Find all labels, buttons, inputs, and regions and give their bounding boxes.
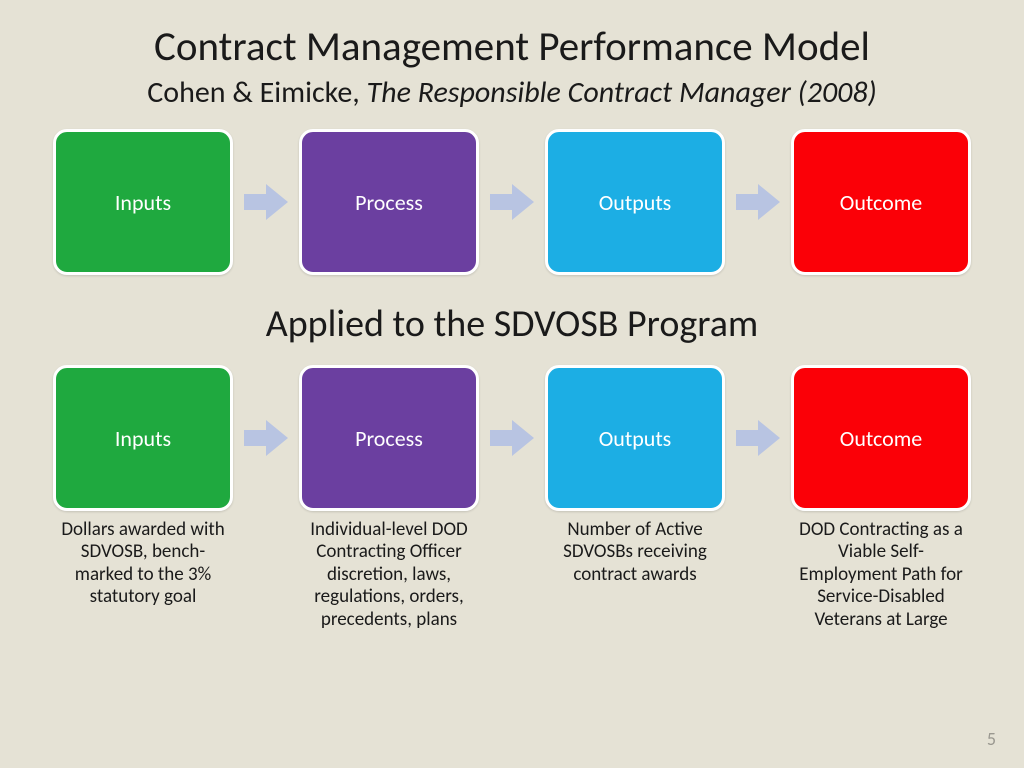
arrow-icon [479, 418, 545, 458]
arrow-icon [725, 182, 791, 222]
page-title: Contract Management Performance Model [0, 0, 1024, 72]
subtitle-italic: The Responsible Contract Manager (2008) [367, 74, 877, 111]
section-title: Applied to the SDVOSB Program [0, 301, 1024, 347]
arrow-icon [233, 418, 299, 458]
description-row: Dollars awarded with SDVOSB, bench-marke… [0, 519, 1024, 631]
desc-outcome: DOD Contracting as a Viable Self-Employm… [791, 519, 971, 631]
top-flow-row: Inputs Process Outputs Outcome [0, 129, 1024, 275]
page-number: 5 [987, 728, 996, 750]
flow-box-outcome: Outcome [791, 129, 971, 275]
flow-box-process: Process [299, 365, 479, 511]
arrow-icon [725, 418, 791, 458]
flow-box-outputs: Outputs [545, 365, 725, 511]
flow-box-inputs: Inputs [53, 129, 233, 275]
arrow-icon [479, 182, 545, 222]
flow-box-outcome: Outcome [791, 365, 971, 511]
flow-box-inputs: Inputs [53, 365, 233, 511]
desc-outputs: Number of Active SDVOSBs receiving contr… [545, 519, 725, 631]
arrow-icon [233, 182, 299, 222]
page-subtitle: Cohen & Eimicke, The Responsible Contrac… [0, 74, 1024, 111]
desc-inputs: Dollars awarded with SDVOSB, bench-marke… [53, 519, 233, 631]
desc-process: Individual-level DOD Contracting Officer… [299, 519, 479, 631]
flow-box-outputs: Outputs [545, 129, 725, 275]
bottom-flow-row: Inputs Process Outputs Outcome [0, 365, 1024, 511]
flow-box-process: Process [299, 129, 479, 275]
subtitle-prefix: Cohen & Eimicke, [147, 74, 366, 111]
